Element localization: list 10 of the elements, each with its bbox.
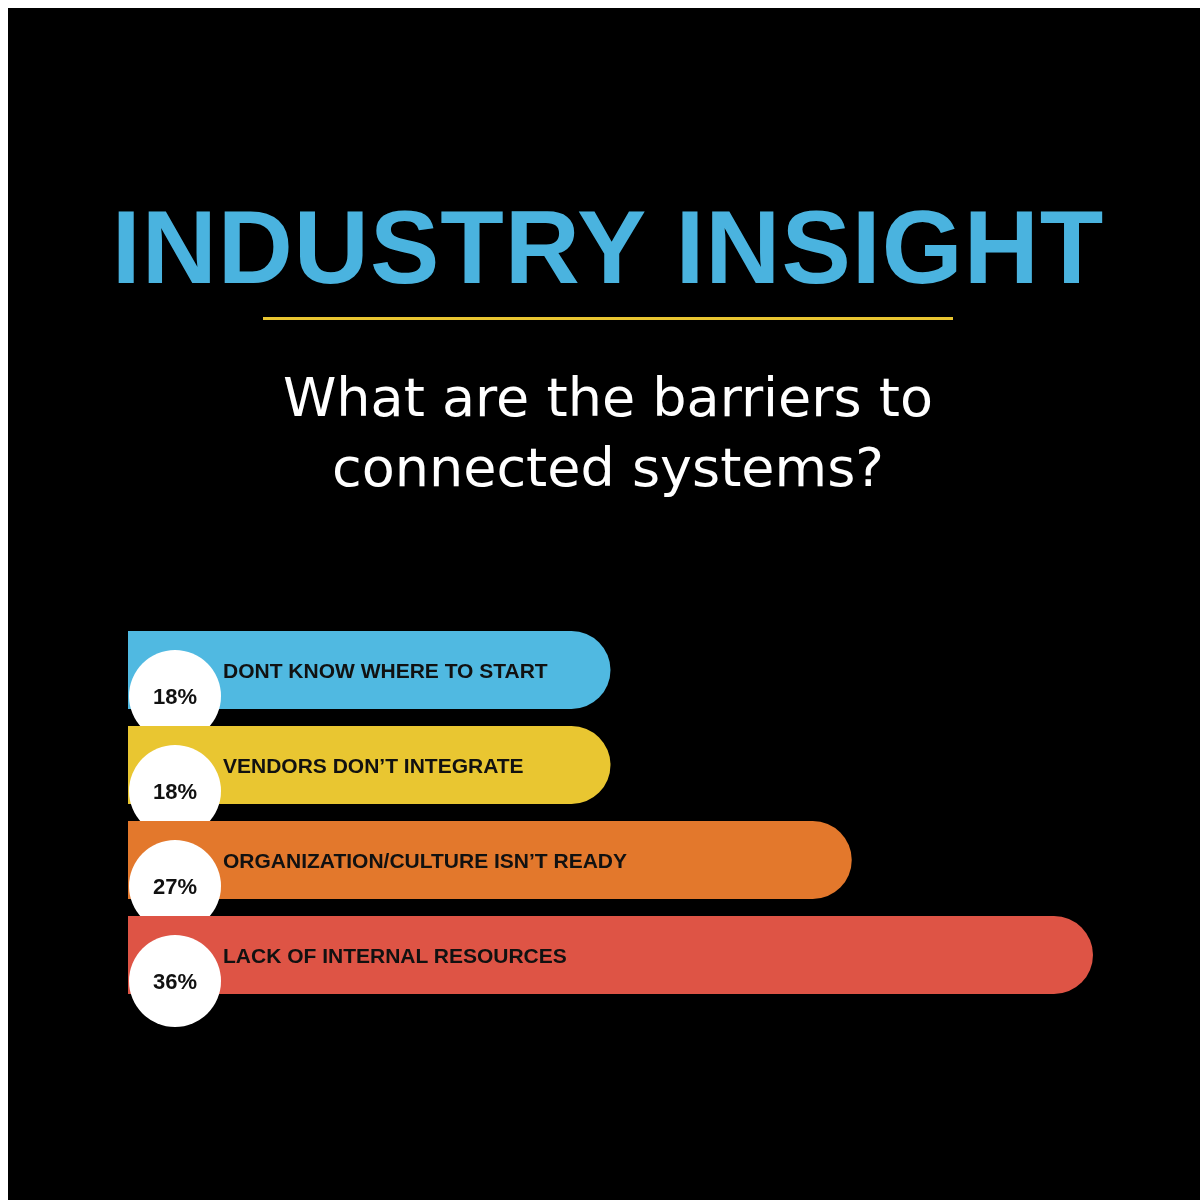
data-label: 27% [152, 874, 198, 899]
chart-subtitle: What are the barriers to connected systems? [282, 366, 934, 499]
y-tick-label: VENDORS DON’T INTEGRATE [223, 754, 524, 777]
y-tick-label: ORGANIZATION/CULTURE ISN’T READY [223, 849, 628, 872]
data-label: 18% [152, 684, 198, 709]
y-tick-label: DONT KNOW WHERE TO START [223, 659, 548, 682]
y-tick-label: LACK OF INTERNAL RESOURCES [223, 944, 567, 967]
data-label: 36% [152, 969, 198, 994]
chart-title: INDUSTRY INSIGHT [111, 189, 1105, 305]
data-label: 18% [152, 779, 198, 804]
